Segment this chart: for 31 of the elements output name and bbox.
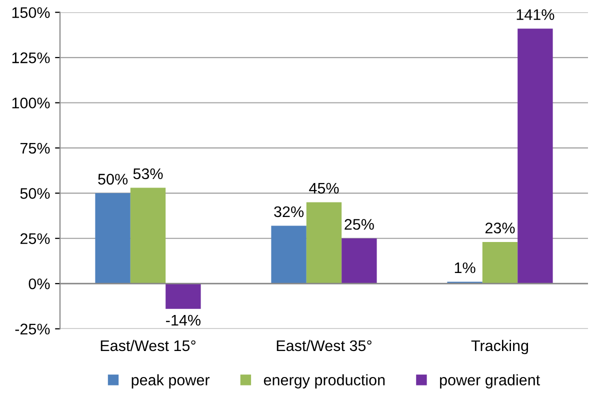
data-label: -14% bbox=[166, 314, 200, 326]
y-tick-label: -25% bbox=[15, 324, 50, 334]
bar bbox=[306, 202, 342, 284]
data-label: 53% bbox=[133, 168, 163, 180]
data-label: 45% bbox=[309, 182, 339, 194]
data-label: 50% bbox=[98, 174, 128, 185]
x-tick-label: East/West 35° bbox=[276, 340, 372, 352]
bar bbox=[130, 188, 166, 284]
bar bbox=[271, 226, 306, 284]
y-tick-label: 75% bbox=[20, 142, 50, 154]
legend-label: power gradient bbox=[440, 374, 540, 388]
bar bbox=[482, 242, 518, 284]
bar bbox=[518, 28, 553, 284]
y-tick-label: 150% bbox=[12, 7, 50, 18]
y-tick-label: 100% bbox=[12, 98, 50, 108]
x-tick-label: East/West 15° bbox=[100, 340, 196, 352]
x-tick-label: Tracking bbox=[471, 340, 528, 354]
data-label: 25% bbox=[344, 218, 374, 230]
legend-label: peak power bbox=[132, 374, 210, 388]
bar bbox=[95, 193, 130, 284]
y-tick-label: 0% bbox=[28, 278, 50, 290]
bar bbox=[342, 238, 377, 284]
data-label: 32% bbox=[274, 206, 304, 218]
data-label: 23% bbox=[485, 222, 515, 234]
y-tick-label: 25% bbox=[20, 233, 50, 244]
data-label: 141% bbox=[516, 9, 554, 20]
data-label: 1% bbox=[454, 262, 476, 274]
legend-label: energy production bbox=[264, 374, 385, 388]
y-tick-label: 125% bbox=[12, 52, 50, 64]
y-tick-label: 50% bbox=[20, 188, 50, 199]
bar bbox=[166, 284, 201, 309]
